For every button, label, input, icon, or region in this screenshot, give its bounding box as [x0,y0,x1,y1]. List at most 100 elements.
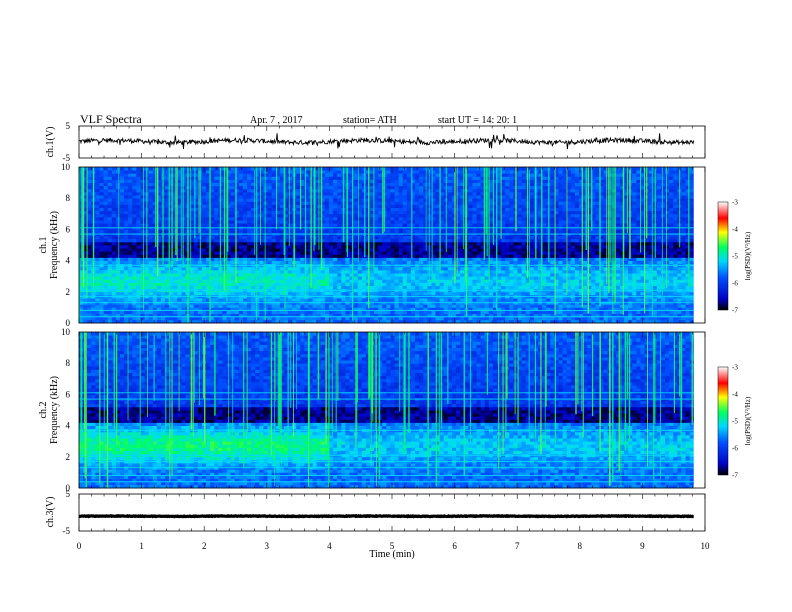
spectrogram-cell [263,269,268,274]
spectrogram-cell [456,241,461,246]
spectrogram-cell [259,213,264,218]
spectrogram-cell [169,307,174,311]
spectrogram-cell [320,279,326,283]
spectrogram-cell [456,276,461,280]
spectrogram-cell [177,210,182,215]
spectrogram-cell [283,176,289,180]
spectrogram-cell [242,254,248,258]
spectrogram-cell [87,195,92,199]
spectrogram-cell [456,201,461,205]
spectrogram-cell [210,273,215,277]
spectrogram-cell [111,279,117,283]
spectrogram-cell [99,319,104,324]
spectrogram-cell [259,216,264,221]
spectrogram-cell [275,185,281,190]
spectrogram-cell [357,307,363,311]
spectrogram-cell [255,279,260,283]
spectrogram-cell [279,266,285,271]
spectrogram-cell [156,257,162,261]
spectrogram-cell [263,248,268,252]
spectrogram-cell [83,198,88,202]
spectrogram-cell [128,229,133,233]
spectrogram-cell [79,269,84,274]
spectrogram-cell [197,316,203,321]
spectrogram-cell [378,276,383,280]
spectrogram-cell [398,310,404,315]
spectrogram-cell [107,204,113,208]
spectrogram-cell [201,173,207,177]
spectrogram-cell [283,201,289,205]
spectrogram-cell [279,220,285,224]
spectrogram-cell [431,273,436,277]
spectrogram-cell [398,220,404,224]
spectrogram-cell [115,319,121,324]
spectrogram-cell [119,188,125,193]
spectrogram-cell [476,304,482,308]
spectrogram-cell [419,235,424,240]
spectrogram-cell [279,273,285,277]
spectrogram-cell [124,257,129,261]
spectrogram-cell [230,279,236,283]
spectrogram-cell [234,182,240,187]
spectrogram-cell [271,276,277,280]
spectrogram-cell [247,291,252,296]
spectrogram-cell [107,185,113,190]
spectrogram-cell [103,220,109,224]
spectrogram-cell [259,279,264,283]
spectrogram-cell [99,260,104,265]
spectrogram-cell [119,282,125,286]
spectrogram-cell [156,304,162,308]
spectrogram-cell [111,204,117,208]
spectrogram-cell [292,279,297,283]
spectrogram-cell [394,216,400,221]
spectrogram-cell [410,310,416,315]
spectrogram-cell [390,210,395,215]
spectrogram-cell [288,198,293,202]
spectrogram-cell [251,238,256,243]
spectrogram-cell [148,307,154,311]
spectrogram-cell [324,207,330,212]
spectrogram-cell [238,251,244,255]
spectrogram-cell [189,254,195,258]
spectrogram-cell [415,238,420,243]
spectrogram-cell [189,235,195,240]
spectrogram-cell [193,273,199,277]
spectrogram-cell [275,316,281,321]
spectrogram-cell [263,191,268,196]
spectrogram-cell [480,254,486,258]
spectrogram-cell [197,279,203,283]
spectrogram-cell [312,260,318,265]
spectrogram-cell [107,285,113,290]
spectrogram-cell [296,191,301,196]
spectrogram-cell [226,207,232,212]
spectrogram-cell [312,279,318,283]
spectrogram-cell [283,307,289,311]
spectrogram-cell [439,235,445,240]
spectrogram-cell [193,285,199,290]
spectrogram-cell [300,276,305,280]
spectrogram-cell [279,173,285,177]
spectrogram-cell [402,298,408,302]
spectrogram-cell [230,223,236,227]
spectrogram-cell [423,176,428,180]
spectrogram-cell [83,210,88,215]
spectrogram-cell [263,279,268,283]
spectrogram-cell [230,260,236,265]
spectrogram-cell [132,238,137,243]
spectrogram-cell [435,245,441,249]
spectrogram-cell [472,291,477,296]
spectrogram-cell [390,204,395,208]
spectrogram-cell [115,241,121,246]
spectrogram-cell [238,279,244,283]
spectrogram-cell [447,170,453,174]
spectrogram-cell [263,185,268,190]
spectrogram-cell [476,273,482,277]
spectrogram-cell [165,216,170,221]
spectrogram-cell [333,179,338,183]
spectrogram-cell [152,313,158,318]
spectrogram-cell [312,310,318,315]
spectrogram-cell [103,170,109,174]
spectrogram-cell [472,195,477,199]
spectrogram-cell [210,310,215,315]
spectrogram-cell [439,213,445,218]
